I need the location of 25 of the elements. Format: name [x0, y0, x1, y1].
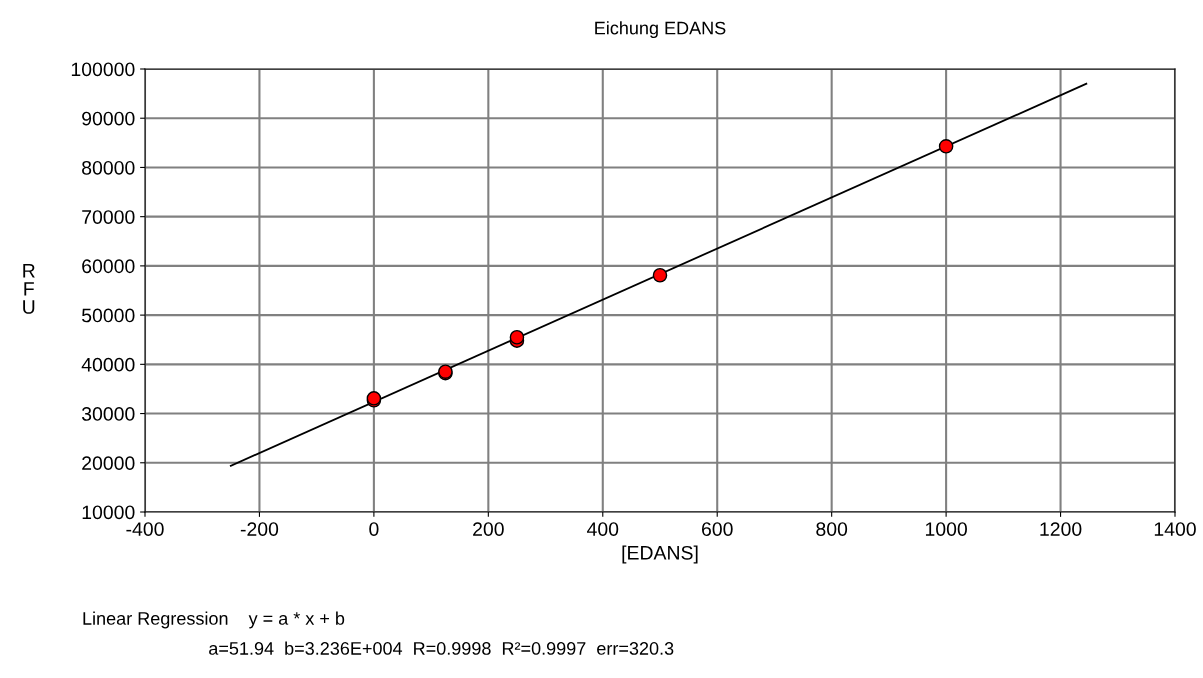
y-tick-label: 50000: [81, 308, 135, 323]
y-tick-label: 70000: [82, 210, 135, 224]
y-tick-label: 100000: [71, 62, 135, 77]
x-tick-label: 200: [473, 522, 504, 536]
x-axis-title: [EDANS]: [622, 545, 698, 564]
y-tick-label: 40000: [81, 357, 135, 372]
x-tick-label: 0: [369, 522, 379, 536]
y-tick-label: 30000: [81, 407, 135, 421]
chart-title: Eichung EDANS: [595, 21, 726, 39]
text: a=51.94 b=3.236E+004 R=0.9998 R²=0.9997 err=320.3: [209, 641, 674, 655]
text: Linear Regression y = a * x + b: [83, 611, 345, 629]
x-tick-label: 600: [701, 522, 733, 536]
x-tick-label: -200: [240, 522, 279, 536]
x-tick-label: 1000: [925, 522, 967, 536]
y-tick-label: 90000: [82, 111, 135, 126]
y-tick-label: 10000: [82, 505, 135, 520]
y-tick-label: 60000: [82, 259, 135, 274]
x-tick-label: 1200: [1040, 522, 1082, 536]
x-tick-label: 800: [816, 522, 848, 536]
y-tick-label: 20000: [82, 456, 135, 471]
x-tick-label: -400: [126, 522, 164, 536]
x-tick-label: 400: [587, 522, 619, 536]
x-tick-label: 1400: [1154, 522, 1196, 536]
y-axis-title: R F U: [23, 264, 35, 314]
y-tick-label: 80000: [82, 160, 135, 175]
